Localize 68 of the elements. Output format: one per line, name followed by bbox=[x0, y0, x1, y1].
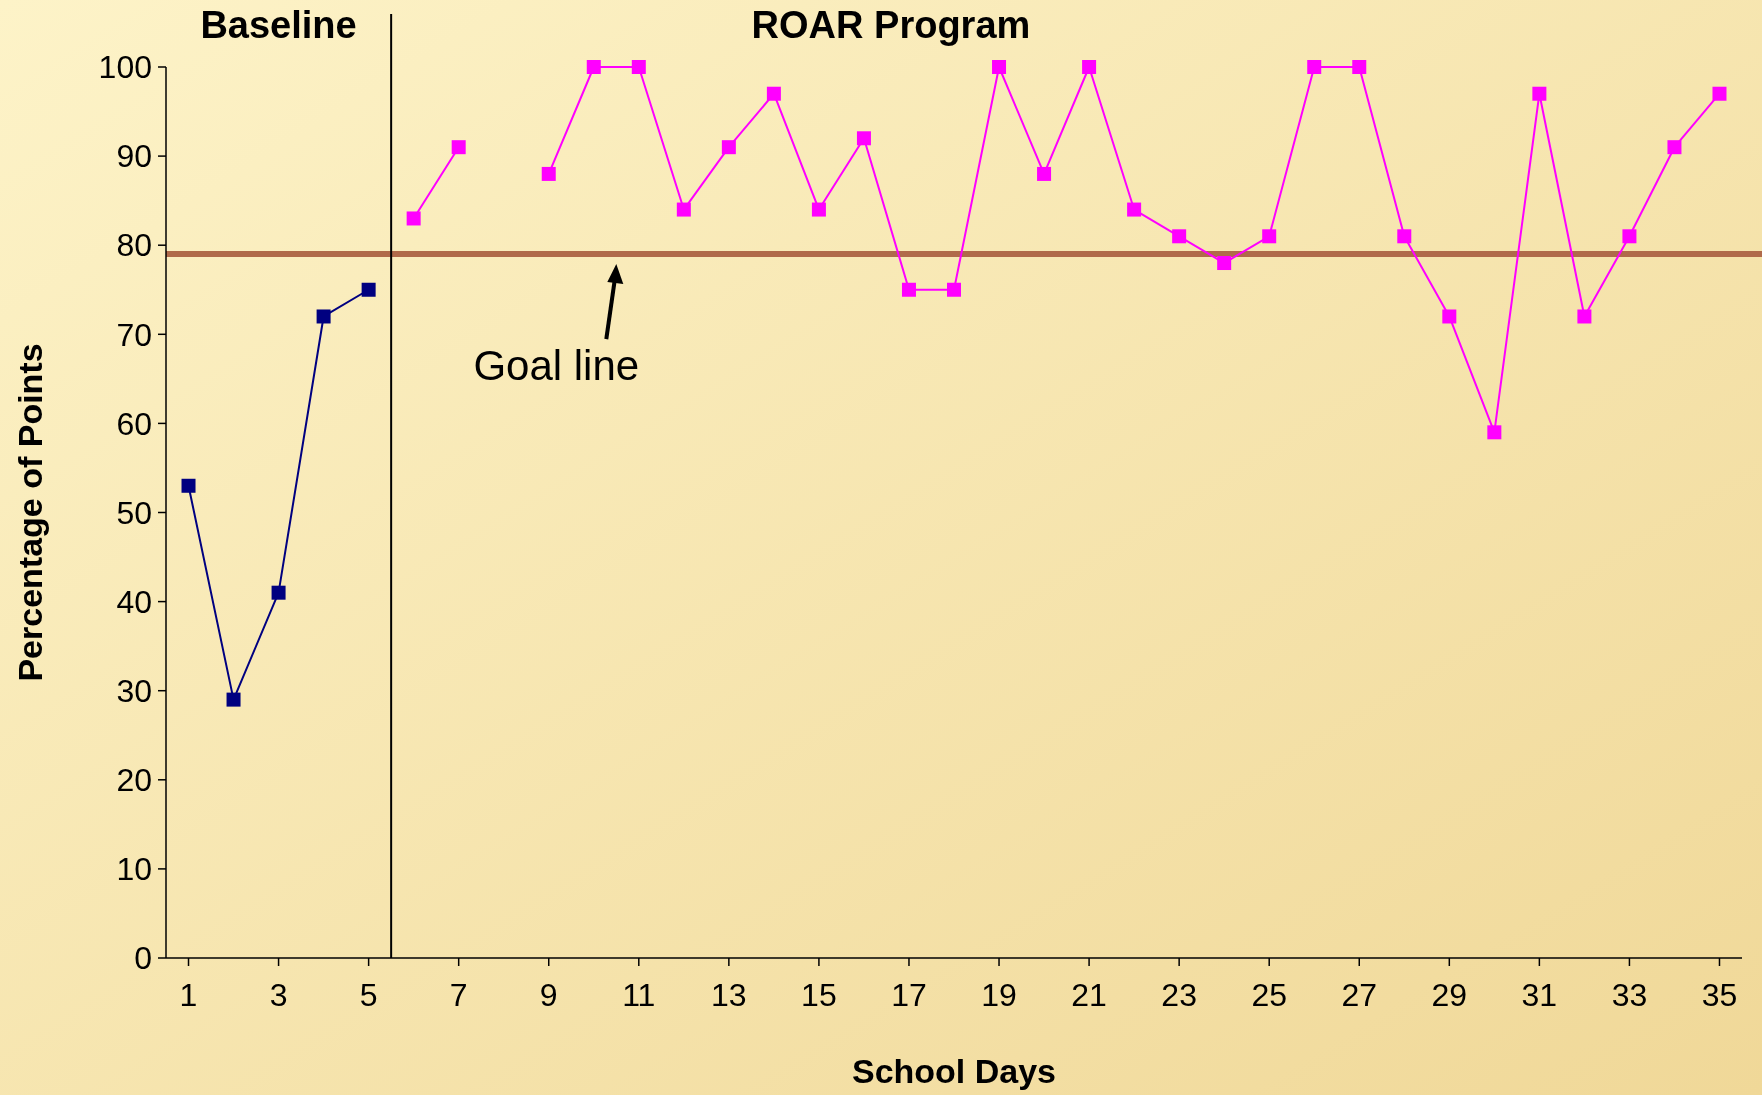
y-tick-label: 50 bbox=[116, 494, 152, 531]
text: Baseline bbox=[200, 4, 357, 46]
y-tick-label: 100 bbox=[98, 49, 152, 86]
point bbox=[676, 202, 691, 217]
point bbox=[1397, 229, 1412, 244]
point bbox=[541, 166, 556, 181]
y-tick-label: 90 bbox=[116, 138, 152, 175]
point bbox=[1352, 60, 1367, 74]
point bbox=[947, 282, 961, 297]
x-tick-label: 5 bbox=[359, 977, 378, 1013]
point bbox=[181, 478, 196, 493]
x-tick-label: 33 bbox=[1611, 977, 1648, 1013]
point bbox=[1532, 86, 1547, 101]
y-tick-label: 10 bbox=[116, 851, 152, 888]
point bbox=[1262, 229, 1277, 244]
x-tick-label: 19 bbox=[981, 977, 1017, 1013]
point bbox=[226, 692, 241, 707]
x-axis-title: School Days bbox=[851, 1052, 1057, 1090]
x-tick-label: 21 bbox=[1071, 977, 1107, 1013]
y-tick-label: 70 bbox=[116, 316, 152, 353]
x-tick-label: 7 bbox=[449, 977, 468, 1013]
x-tick-label: 29 bbox=[1431, 977, 1468, 1013]
y-tick-label: 30 bbox=[116, 672, 152, 709]
point bbox=[631, 60, 646, 74]
point bbox=[1217, 256, 1232, 271]
y-tick-label: 0 bbox=[134, 940, 152, 977]
point bbox=[811, 202, 826, 217]
point bbox=[1037, 166, 1052, 181]
point bbox=[1442, 309, 1457, 324]
point bbox=[1712, 86, 1727, 101]
point bbox=[1307, 60, 1322, 74]
x-tick-label: 15 bbox=[801, 977, 837, 1013]
point bbox=[1172, 229, 1187, 244]
x-tick-label: 1 bbox=[179, 977, 198, 1013]
point bbox=[1127, 202, 1142, 217]
text: ROAR Program bbox=[751, 4, 1031, 46]
y-tick-label: 60 bbox=[116, 405, 152, 442]
x-tick-label: 27 bbox=[1341, 977, 1378, 1013]
y-tick-label: 20 bbox=[116, 762, 152, 798]
point bbox=[406, 211, 421, 226]
point bbox=[901, 282, 916, 297]
point bbox=[1667, 140, 1682, 155]
y-tick-label: 40 bbox=[116, 583, 152, 620]
x-tick-label: 13 bbox=[711, 977, 747, 1013]
annotation: Goal line bbox=[473, 342, 640, 390]
x-tick-label: 25 bbox=[1251, 977, 1287, 1013]
point bbox=[766, 86, 781, 101]
point bbox=[316, 309, 331, 324]
x-tick-label: 31 bbox=[1521, 977, 1558, 1013]
point bbox=[1577, 309, 1592, 324]
x-tick-label: 3 bbox=[269, 977, 288, 1013]
point bbox=[586, 60, 601, 74]
y-axis-title: Percentage of Points bbox=[11, 343, 49, 682]
point bbox=[361, 282, 376, 297]
x-tick-label: 11 bbox=[622, 977, 656, 1013]
point bbox=[1622, 229, 1637, 244]
x-tick-label: 35 bbox=[1701, 977, 1738, 1013]
point bbox=[1082, 60, 1097, 74]
x-tick-label: 23 bbox=[1161, 977, 1197, 1013]
point bbox=[992, 60, 1007, 74]
point bbox=[271, 585, 286, 600]
y-tick-label: 80 bbox=[116, 227, 152, 264]
x-tick-label: 17 bbox=[891, 977, 927, 1013]
point bbox=[721, 140, 736, 155]
point bbox=[1487, 425, 1502, 440]
point bbox=[856, 131, 871, 146]
x-tick-label: 9 bbox=[539, 977, 558, 1013]
point bbox=[451, 140, 466, 155]
